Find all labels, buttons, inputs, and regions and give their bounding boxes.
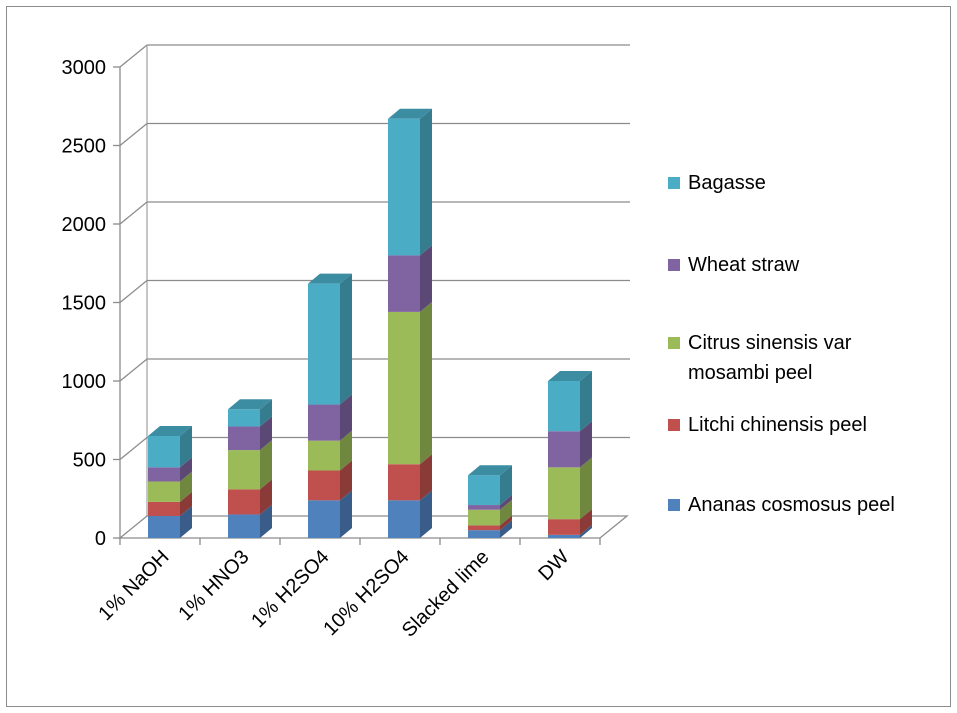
bar-4-0-side (500, 520, 512, 538)
bar-5-0-side (580, 524, 592, 538)
bar-5-3 (548, 431, 580, 468)
bar-4-1 (468, 525, 500, 531)
bar-2-2-side (340, 430, 352, 471)
bar-2-0-side (340, 490, 352, 538)
bar-1-3 (228, 426, 260, 451)
bar-5-2 (548, 467, 580, 520)
bar-5-1-side (580, 509, 592, 535)
bar-4-2-side (500, 499, 512, 526)
bar-1-2 (228, 450, 260, 490)
y-tick-label: 2500 (62, 136, 107, 158)
bar-1-4-side (260, 399, 272, 427)
legend-label: Wheat straw (688, 254, 800, 276)
bar-0-2-side (180, 471, 192, 502)
bar-2-4-top (308, 273, 352, 284)
legend-swatch (668, 177, 680, 189)
x-category-label: 1% HNO3 (174, 546, 253, 625)
bar-3-4-side (420, 108, 432, 256)
bar-3-4-top (388, 108, 432, 119)
bar-5-4-side (580, 371, 592, 432)
bar-2-4 (308, 283, 340, 405)
bar-0-0 (148, 516, 180, 538)
chart-frame (6, 6, 951, 707)
bar-0-2 (148, 481, 180, 502)
bar-0-4 (148, 435, 180, 468)
legend-label: Citrus sinensis var mosambi peel (688, 332, 852, 384)
bar-3-4 (388, 118, 420, 256)
bar-1-1-side (260, 479, 272, 515)
y-tick-label: 1000 (62, 371, 107, 393)
bar-5-0 (548, 534, 580, 538)
bar-3-0-side (420, 490, 432, 538)
bar-2-1-side (340, 460, 352, 501)
y-tick-label: 500 (73, 450, 106, 472)
bar-3-2-side (420, 301, 432, 465)
bar-4-4 (468, 475, 500, 506)
bar-5-1 (548, 519, 580, 535)
legend-label: Litchi chinensis peel (688, 414, 867, 436)
bar-2-1 (308, 470, 340, 501)
bar-3-3-side (420, 245, 432, 312)
bar-1-3-side (260, 416, 272, 451)
bar-1-1 (228, 489, 260, 515)
y-tick-label: 0 (95, 528, 106, 550)
legend-swatch (668, 419, 680, 431)
bar-5-3-side (580, 421, 592, 468)
bar-4-0 (468, 530, 500, 538)
gridline-depth-2500 (119, 122, 148, 147)
bar-2-4-side (340, 273, 352, 405)
bar-3-1 (388, 464, 420, 501)
x-category-label: DW (534, 546, 573, 585)
bar-0-1-side (180, 491, 192, 517)
y-tick-label: 2000 (62, 214, 107, 236)
bar-3-2 (388, 311, 420, 465)
bar-4-3 (468, 505, 500, 510)
bar-1-4 (228, 409, 260, 427)
bar-5-4 (548, 381, 580, 432)
bar-4-3-side (500, 495, 512, 510)
gridline-depth-500 (119, 436, 148, 461)
bar-0-1 (148, 501, 180, 517)
bar-0-4-side (180, 425, 192, 468)
bar-0-4-top (148, 425, 192, 436)
y-tick-label: 1500 (62, 293, 107, 315)
legend-label: Ananas cosmosus peel (688, 494, 895, 516)
x-category-label: 1% H2SO4 (247, 546, 333, 632)
legend-swatch (668, 259, 680, 271)
bar-2-0 (308, 500, 340, 538)
gridline-depth-3000 (119, 44, 148, 68)
legend-swatch (668, 337, 680, 349)
x-category-label: 1% NaOH (94, 546, 173, 625)
bar-2-3 (308, 404, 340, 441)
bar-5-4-top (548, 371, 592, 381)
bar-5-2-side (580, 457, 592, 520)
bar-0-0-side (180, 506, 192, 538)
legend-swatch (668, 499, 680, 511)
bar-1-2-side (260, 440, 272, 490)
bar-2-2 (308, 440, 340, 471)
bar-1-0-side (260, 504, 272, 538)
bar-3-0 (388, 500, 420, 538)
y-tick-label: 3000 (62, 57, 107, 79)
bar-2-3-side (340, 394, 352, 441)
bar-0-3-side (180, 457, 192, 482)
bar-4-4-top (468, 465, 512, 476)
bar-4-2 (468, 509, 500, 526)
gridline-depth-1000 (119, 358, 148, 382)
bar-0-3 (148, 467, 180, 482)
bar-4-4-side (500, 465, 512, 506)
bar-4-1-side (500, 515, 512, 531)
bar-3-3 (388, 255, 420, 312)
gridline-depth-2000 (119, 201, 148, 225)
bar-3-1-side (420, 454, 432, 501)
legend-label: Bagasse (688, 172, 766, 194)
gridline-depth-1500 (119, 279, 148, 304)
bar-1-0 (228, 514, 260, 538)
bar-1-4-top (228, 399, 272, 410)
